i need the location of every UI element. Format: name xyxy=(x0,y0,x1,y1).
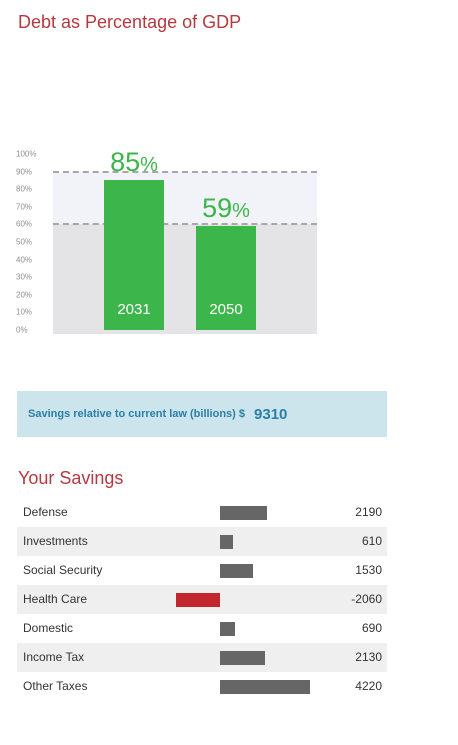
savings-row-bar xyxy=(220,680,310,694)
y-tick-label: 70% xyxy=(16,202,33,212)
page-title: Debt as Percentage of GDP xyxy=(18,12,242,32)
savings-row: Social Security 1530 xyxy=(17,556,387,585)
savings-row-value: -2060 xyxy=(351,592,382,606)
savings-row-bar xyxy=(220,651,266,665)
y-tick-label: 30% xyxy=(16,272,33,282)
savings-table: Defense 2190 Investments 610 Social Security… xyxy=(17,498,387,701)
savings-row-value: 2190 xyxy=(355,505,382,519)
chart-bar: 2031 xyxy=(104,180,164,330)
chart-bar: 2050 xyxy=(196,226,256,330)
y-tick-label: 80% xyxy=(16,184,33,194)
bar-category-label: 2050 xyxy=(209,300,243,318)
savings-row-label: Health Care xyxy=(23,592,88,606)
reference-line xyxy=(53,170,317,173)
y-tick-label: 40% xyxy=(16,255,33,265)
savings-label: Savings relative to current law (billion… xyxy=(28,408,246,420)
savings-row-label: Domestic xyxy=(23,621,74,635)
savings-row-label: Income Tax xyxy=(23,650,85,664)
savings-row: Investments 610 xyxy=(17,527,387,556)
savings-row-label: Defense xyxy=(23,505,68,519)
chart-band-middle xyxy=(53,171,317,225)
y-tick-label: 60% xyxy=(16,219,33,229)
savings-row-value: 690 xyxy=(361,621,382,635)
savings-row-value: 2130 xyxy=(355,650,382,664)
savings-row-bar xyxy=(220,622,235,636)
chart-band-top xyxy=(53,148,317,172)
your-savings-title: Your Savings xyxy=(18,468,124,488)
y-tick-label: 100% xyxy=(16,149,37,159)
savings-row-value: 610 xyxy=(361,534,382,548)
reference-line xyxy=(53,223,317,226)
y-tick-label: 90% xyxy=(16,167,33,177)
bar-category-label: 2031 xyxy=(117,300,151,318)
y-tick-label: 0% xyxy=(16,325,28,335)
savings-row-value: 4220 xyxy=(355,679,382,693)
savings-row: Defense 2190 xyxy=(17,498,387,527)
savings-row: Domestic 690 xyxy=(17,614,387,643)
savings-row-label: Other Taxes xyxy=(23,679,88,693)
chart-band-lower xyxy=(53,224,317,334)
savings-row-label: Investments xyxy=(23,534,88,548)
savings-row-bar xyxy=(220,535,233,549)
savings-row-bar xyxy=(220,506,267,520)
bar-value-label: 59% xyxy=(202,193,250,224)
y-tick-label: 20% xyxy=(16,290,33,300)
savings-row: Health Care -2060 xyxy=(17,585,387,614)
chart-plot-area xyxy=(53,148,317,334)
savings-row-bar xyxy=(220,564,253,578)
bar-value-label: 85% xyxy=(110,147,158,178)
savings-value: 9310 xyxy=(254,405,288,423)
savings-row: Other Taxes 4220 xyxy=(17,672,387,701)
savings-row-value: 1530 xyxy=(355,563,382,577)
savings-row-label: Social Security xyxy=(23,563,103,577)
debt-gdp-chart: 100% 90% 80% 70% 60% 50% 40% 30% 20% 10% 0% 2031 85%… xyxy=(16,148,318,335)
savings-row: Income Tax 2130 xyxy=(17,643,387,672)
y-tick-label: 50% xyxy=(16,237,33,247)
savings-row-bar xyxy=(176,593,220,607)
y-tick-label: 10% xyxy=(16,307,33,317)
savings-summary: Savings relative to current law (billion… xyxy=(17,391,387,437)
